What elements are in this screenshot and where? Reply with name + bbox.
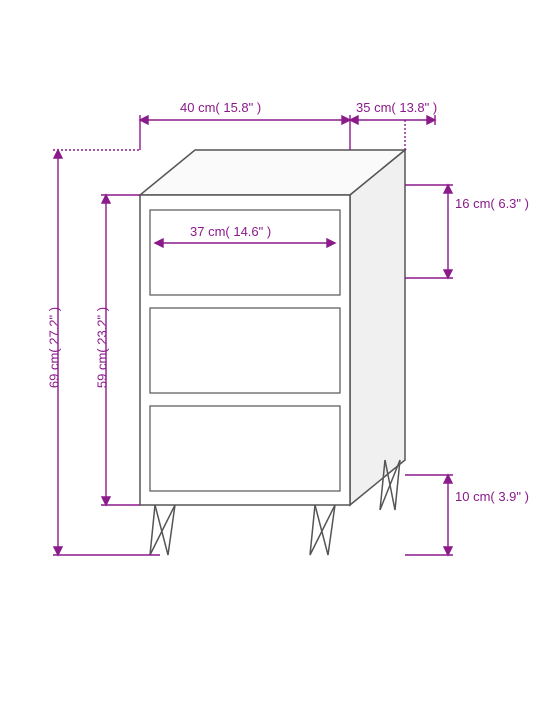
dim-body-height-label: 59 cm( 23.2" ) [95, 288, 110, 408]
dim-drawer-width-label: 37 cm( 14.6" ) [190, 224, 271, 239]
dim-width-label: 40 cm( 15.8" ) [180, 100, 261, 115]
dim-drawer-height-label: 16 cm( 6.3" ) [455, 195, 515, 213]
dim-total-height-label: 69 cm( 27.2" ) [47, 288, 62, 408]
dim-leg-height-label: 10 cm( 3.9" ) [455, 488, 515, 506]
dim-depth-label: 35 cm( 13.8" ) [356, 100, 437, 115]
diagram-canvas [0, 0, 540, 720]
